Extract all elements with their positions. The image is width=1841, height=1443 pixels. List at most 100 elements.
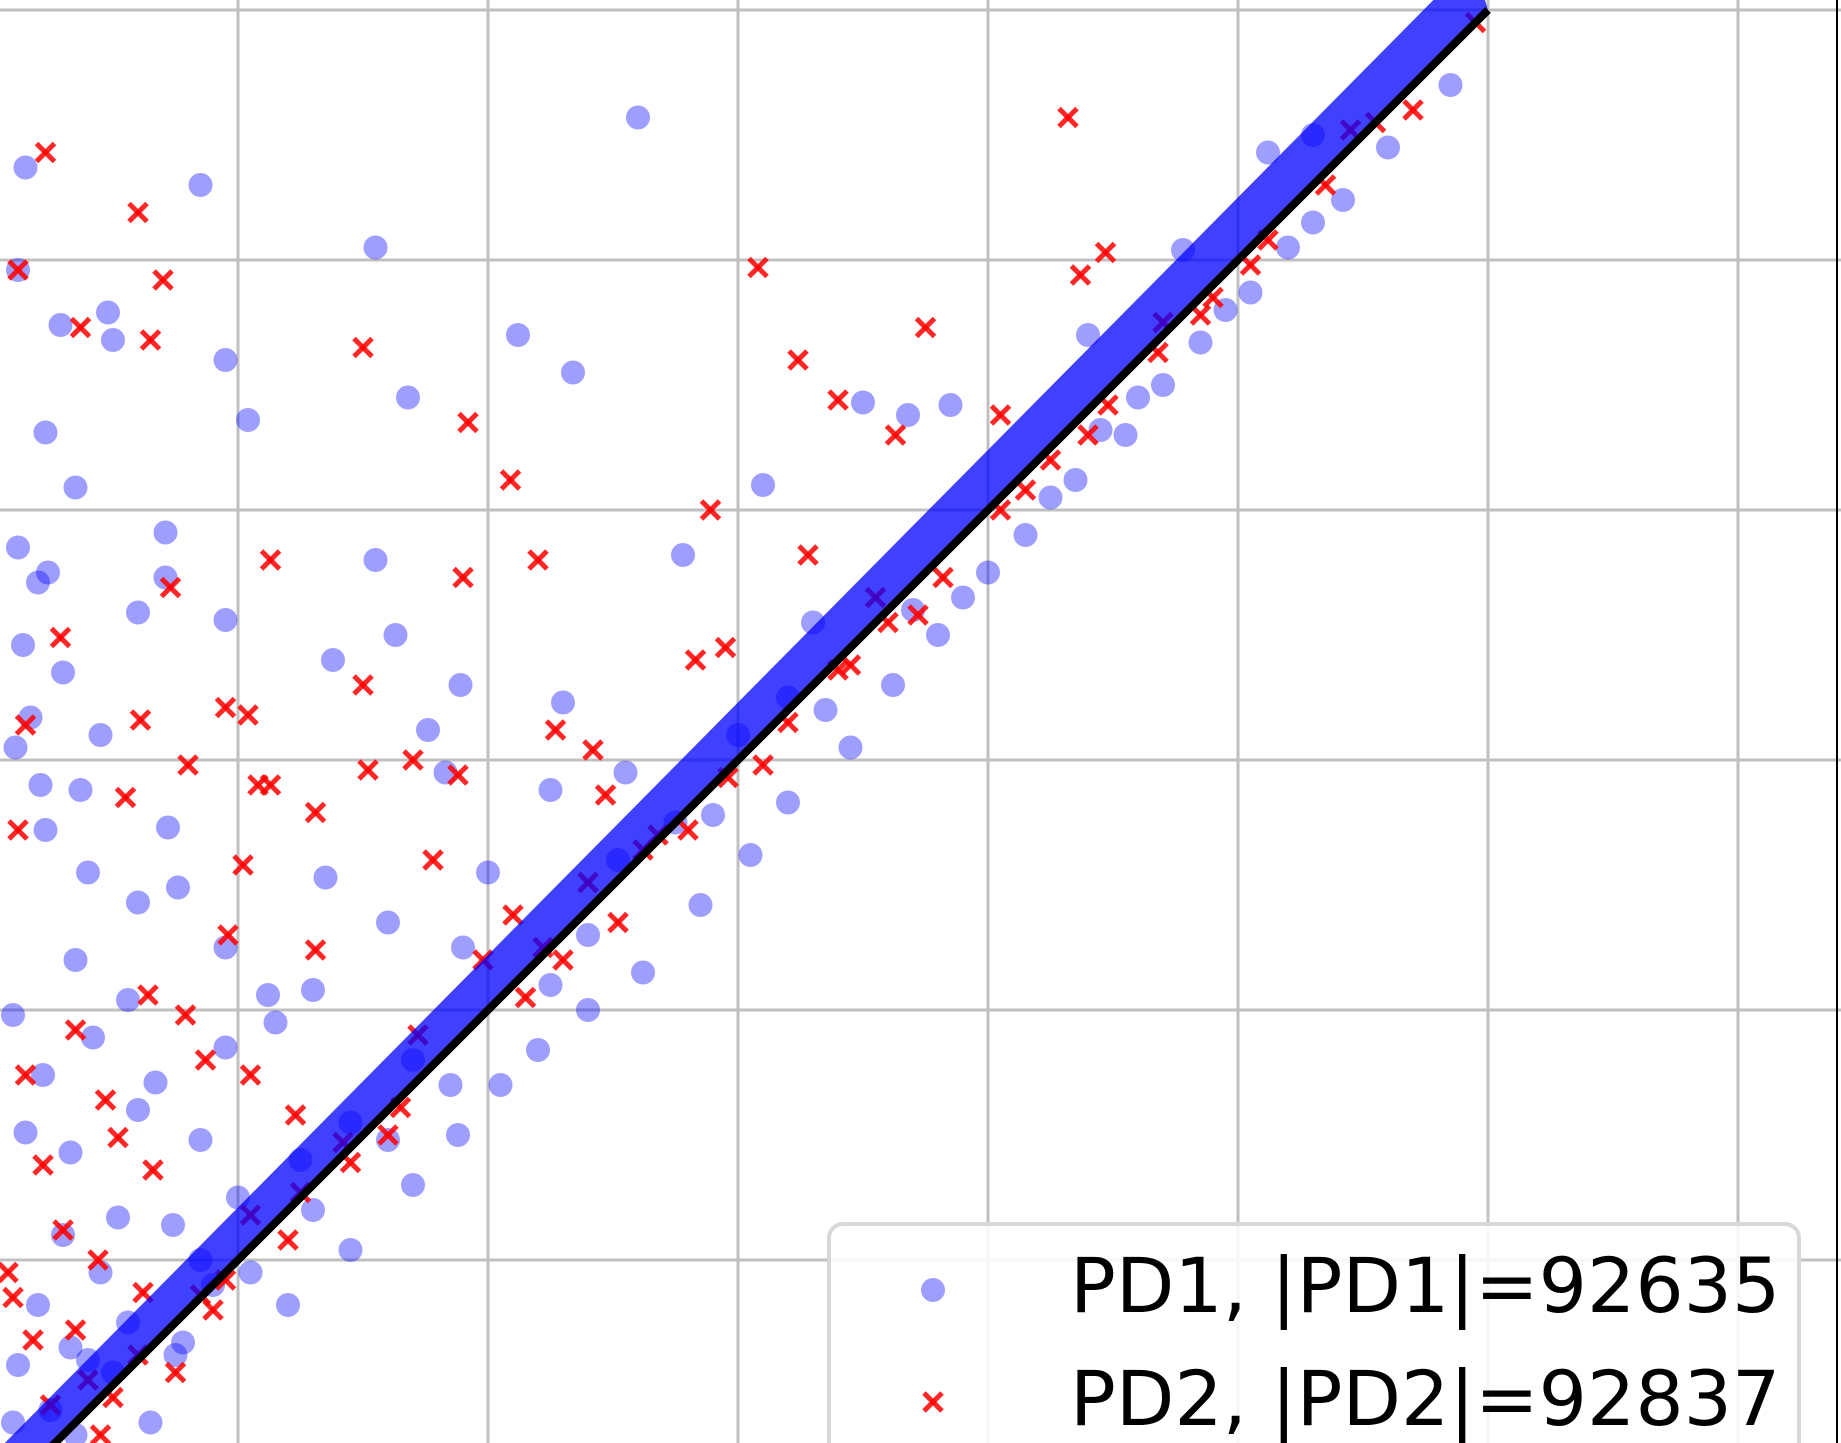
data-point-pd1: [48, 313, 73, 337]
data-point-pd1: [881, 673, 905, 697]
data-point-pd1: [301, 978, 325, 1002]
data-point-pd2: [1094, 241, 1117, 264]
data-point-pd1: [26, 570, 50, 595]
data-point-pd1: [1126, 385, 1150, 410]
data-point-pd1: [3, 735, 28, 760]
data-point-pd1: [51, 1223, 75, 1247]
diagonal-point-band: [4, 0, 1488, 1443]
data-point-pd1: [416, 718, 440, 742]
data-point-pd2: [452, 566, 474, 589]
data-point-pd2: [14, 1064, 37, 1086]
data-point-pd1: [488, 1073, 513, 1097]
data-point-pd2: [142, 1159, 164, 1181]
data-point-pd2: [422, 849, 444, 871]
data-point-pd2: [22, 1329, 44, 1351]
data-point-pd1: [776, 790, 800, 815]
data-point-pd2: [14, 714, 37, 736]
data-point-pd1: [263, 1010, 288, 1035]
data-point-pd1: [1276, 235, 1300, 260]
data-point-pd1: [171, 1330, 195, 1355]
data-point-pd1: [321, 648, 345, 672]
data-point-pd2: [684, 649, 707, 671]
data-point-pd1: [1331, 188, 1355, 212]
data-point-pd2: [552, 949, 574, 971]
data-point-pd2: [214, 696, 237, 719]
data-point-pd1: [236, 408, 260, 432]
data-point-pd1: [313, 865, 338, 890]
data-point-pd2: [932, 566, 954, 589]
data-point-pd1: [701, 803, 725, 827]
data-point-pd2: [202, 1299, 224, 1321]
data-point-pd1: [976, 560, 1000, 585]
data-point-pd2: [527, 549, 549, 571]
data-point-pd1: [1238, 280, 1263, 305]
data-point-pd1: [13, 1120, 38, 1145]
data-point-pd2: [402, 749, 424, 771]
data-point-pd1: [1188, 330, 1213, 355]
data-point-pd1: [51, 660, 75, 685]
data-point-pd1: [96, 300, 120, 325]
data-point-pd1: [116, 988, 140, 1012]
data-point-pd2: [87, 1249, 109, 1271]
data-point-pd2: [284, 1104, 307, 1126]
data-point-pd1: [6, 1353, 30, 1377]
data-point-pd1: [213, 1035, 238, 1060]
data-point-pd2: [64, 1319, 87, 1341]
data-point-pd1: [851, 390, 875, 415]
data-point-pd1: [613, 760, 638, 785]
data-point-pd1: [81, 1025, 105, 1050]
data-point-pd1: [13, 155, 38, 180]
data-point-pd1: [626, 105, 650, 130]
data-point-pd1: [538, 778, 563, 802]
data-point-pd2: [217, 924, 239, 946]
data-point-pd1: [1438, 73, 1463, 97]
data-point-pd1: [163, 1343, 188, 1367]
data-point-pd2: [232, 854, 254, 876]
data-point-pd2: [64, 1019, 87, 1041]
data-point-pd2: [457, 411, 479, 434]
data-point-pd1: [376, 910, 400, 935]
data-point-pd1: [1376, 135, 1400, 160]
data-point-pd1: [238, 1260, 263, 1285]
data-point-pd1: [33, 818, 58, 842]
data-point-pd2: [677, 819, 699, 841]
data-point-pd2: [7, 259, 29, 281]
data-point-pd2: [582, 739, 604, 761]
data-point-pd2: [137, 984, 159, 1006]
data-point-pd1: [926, 623, 950, 647]
legend-marker-circle: [921, 1278, 945, 1302]
data-point-pd1: [688, 893, 713, 917]
data-point-pd2: [714, 636, 737, 659]
data-point-pd1: [156, 815, 180, 840]
data-point-pd2: [177, 754, 199, 776]
data-point-pd1: [161, 1213, 185, 1237]
data-point-pd2: [89, 1424, 112, 1443]
data-point-pd1: [813, 698, 838, 722]
data-point-pd2: [594, 784, 617, 806]
data-point-pd1: [538, 973, 563, 997]
data-point-pd1: [401, 1173, 425, 1197]
data-point-pd1: [1113, 423, 1138, 447]
data-point-pd1: [126, 600, 150, 625]
data-point-pd1: [438, 1073, 463, 1097]
data-point-pd1: [396, 385, 420, 410]
data-point-pd1: [76, 860, 100, 885]
data-point-pd2: [502, 904, 524, 926]
data-point-pd1: [63, 475, 88, 500]
data-point-pd2: [139, 329, 162, 351]
data-point-pd1: [153, 520, 178, 545]
data-point-pd2: [7, 819, 29, 841]
data-point-pd1: [1088, 418, 1113, 442]
data-point-pd1: [31, 1063, 55, 1087]
data-point-pd1: [751, 473, 775, 497]
data-point-pd1: [11, 633, 35, 657]
data-point-pd2: [34, 141, 57, 164]
data-point-pd1: [276, 1293, 300, 1317]
data-point-pd1: [1151, 373, 1175, 397]
data-point-pd2: [787, 349, 809, 371]
data-point-pd1: [383, 623, 408, 647]
data-point-pd1: [631, 960, 655, 985]
data-point-pd2: [907, 604, 929, 626]
data-point-pd2: [32, 1154, 54, 1176]
